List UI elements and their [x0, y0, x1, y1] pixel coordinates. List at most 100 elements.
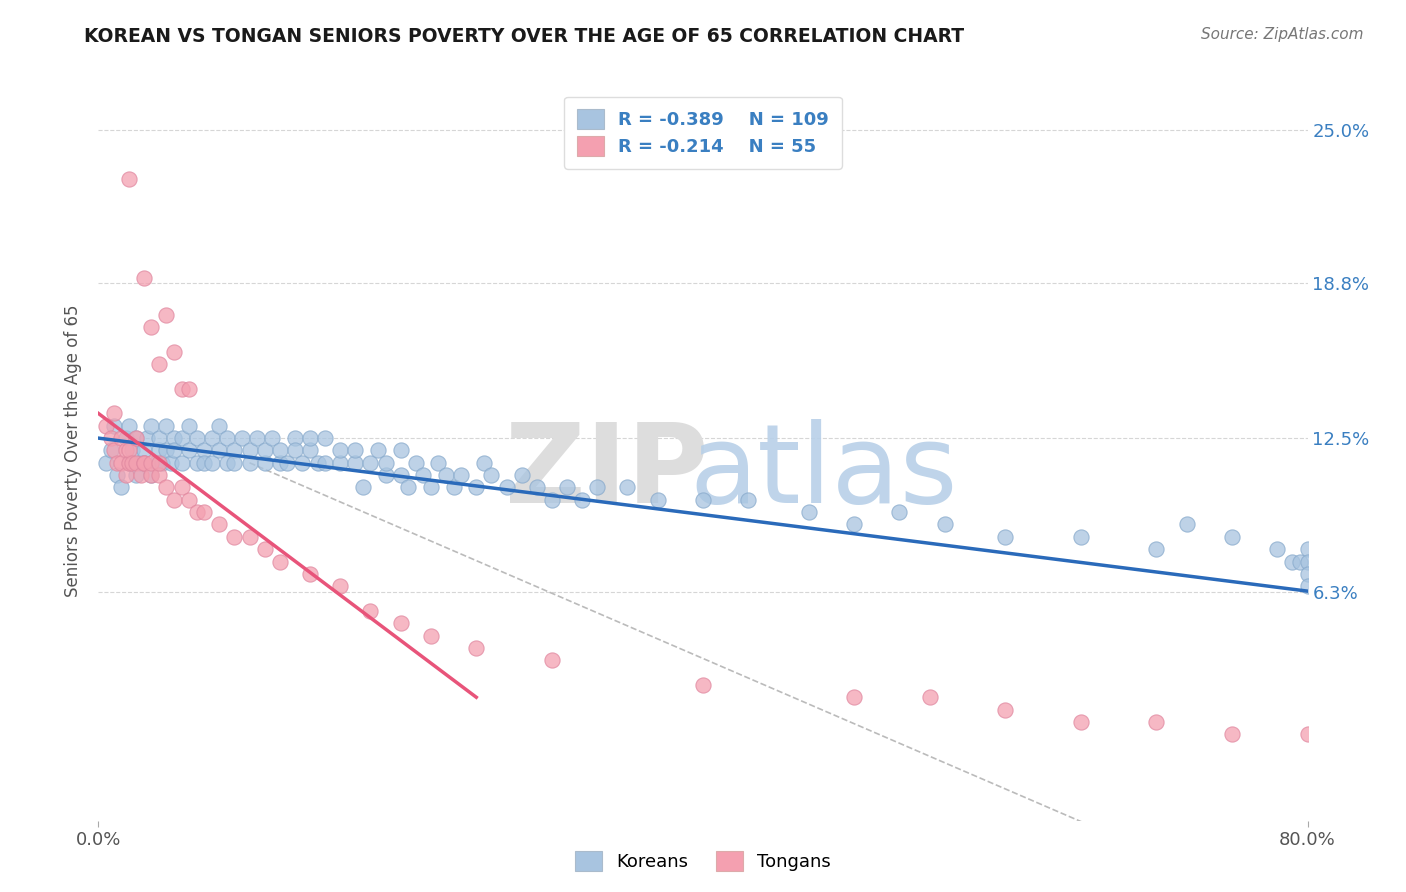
- Point: [103, 418, 125, 433]
- Point: [148, 468, 170, 483]
- Point: [1070, 714, 1092, 729]
- Point: [132, 456, 155, 470]
- Point: [299, 431, 322, 445]
- Point: [179, 418, 201, 433]
- Point: [1144, 542, 1167, 557]
- Point: [246, 431, 269, 445]
- Point: [1070, 530, 1092, 544]
- Point: [110, 481, 132, 495]
- Point: [118, 443, 141, 458]
- Point: [94, 418, 117, 433]
- Text: ZIP: ZIP: [505, 419, 709, 526]
- Point: [443, 481, 465, 495]
- Point: [329, 443, 352, 458]
- Point: [389, 443, 412, 458]
- Point: [179, 492, 201, 507]
- Point: [155, 418, 177, 433]
- Point: [329, 456, 352, 470]
- Point: [434, 468, 457, 483]
- Point: [616, 481, 638, 495]
- Text: Source: ZipAtlas.com: Source: ZipAtlas.com: [1201, 27, 1364, 42]
- Point: [100, 443, 122, 458]
- Point: [193, 456, 215, 470]
- Point: [129, 456, 152, 470]
- Point: [125, 456, 148, 470]
- Point: [141, 320, 163, 334]
- Point: [1144, 714, 1167, 729]
- Point: [1296, 555, 1319, 569]
- Point: [481, 468, 503, 483]
- Point: [155, 443, 177, 458]
- Point: [1289, 555, 1312, 569]
- Point: [224, 530, 246, 544]
- Point: [103, 443, 125, 458]
- Point: [571, 492, 593, 507]
- Text: atlas: atlas: [690, 419, 957, 526]
- Point: [239, 443, 262, 458]
- Point: [145, 456, 167, 470]
- Point: [170, 382, 193, 396]
- Point: [208, 443, 231, 458]
- Point: [420, 629, 443, 643]
- Point: [374, 468, 396, 483]
- Point: [540, 492, 562, 507]
- Text: KOREAN VS TONGAN SENIORS POVERTY OVER THE AGE OF 65 CORRELATION CHART: KOREAN VS TONGAN SENIORS POVERTY OVER TH…: [84, 27, 965, 45]
- Point: [118, 172, 141, 186]
- Point: [737, 492, 759, 507]
- Legend: R = -0.389    N = 109, R = -0.214    N = 55: R = -0.389 N = 109, R = -0.214 N = 55: [564, 96, 842, 169]
- Point: [360, 456, 382, 470]
- Point: [163, 443, 186, 458]
- Point: [114, 431, 136, 445]
- Point: [141, 418, 163, 433]
- Point: [1296, 727, 1319, 741]
- Point: [797, 505, 820, 519]
- Point: [262, 431, 284, 445]
- Point: [420, 481, 443, 495]
- Point: [148, 456, 170, 470]
- Point: [141, 468, 163, 483]
- Point: [1220, 530, 1243, 544]
- Point: [163, 344, 186, 359]
- Point: [389, 468, 412, 483]
- Point: [148, 357, 170, 371]
- Point: [647, 492, 669, 507]
- Point: [193, 443, 215, 458]
- Point: [299, 566, 322, 581]
- Point: [141, 468, 163, 483]
- Point: [186, 505, 208, 519]
- Point: [918, 690, 941, 705]
- Point: [344, 443, 367, 458]
- Point: [291, 456, 314, 470]
- Point: [253, 443, 276, 458]
- Point: [844, 690, 866, 705]
- Point: [329, 579, 352, 593]
- Point: [269, 456, 291, 470]
- Point: [1175, 517, 1198, 532]
- Point: [118, 418, 141, 433]
- Point: [186, 456, 208, 470]
- Point: [201, 456, 224, 470]
- Point: [155, 308, 177, 322]
- Point: [465, 640, 488, 655]
- Point: [170, 481, 193, 495]
- Point: [465, 481, 488, 495]
- Point: [239, 530, 262, 544]
- Point: [239, 456, 262, 470]
- Point: [110, 456, 132, 470]
- Point: [114, 468, 136, 483]
- Point: [360, 604, 382, 618]
- Point: [215, 456, 238, 470]
- Point: [1296, 566, 1319, 581]
- Point: [103, 407, 125, 421]
- Point: [314, 431, 336, 445]
- Point: [125, 431, 148, 445]
- Point: [125, 431, 148, 445]
- Point: [269, 443, 291, 458]
- Point: [94, 456, 117, 470]
- Point: [231, 431, 253, 445]
- Point: [352, 481, 374, 495]
- Point: [1267, 542, 1289, 557]
- Point: [844, 517, 866, 532]
- Point: [495, 481, 517, 495]
- Point: [105, 456, 128, 470]
